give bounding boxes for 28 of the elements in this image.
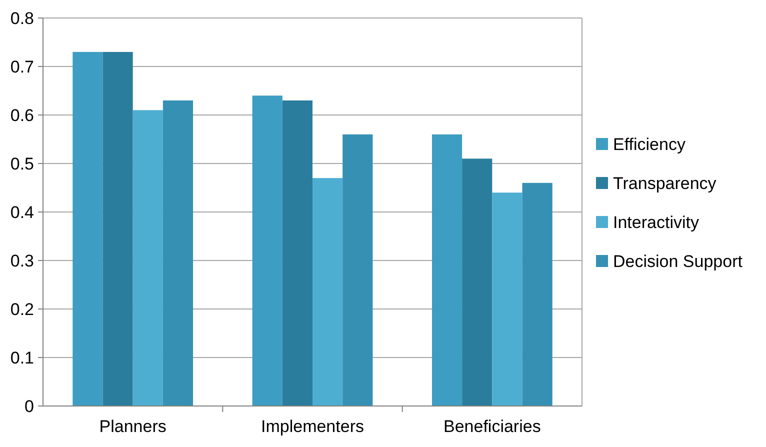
y-tick-label: 0.3 <box>10 251 34 270</box>
x-tick-label: Implementers <box>261 417 364 436</box>
bar <box>102 52 133 406</box>
y-tick-label: 0.7 <box>10 57 34 76</box>
bar <box>522 182 552 406</box>
bar <box>282 100 312 406</box>
y-tick-label: 0 <box>24 396 34 416</box>
y-tick-label: 0.1 <box>10 348 34 368</box>
legend-label: Efficiency <box>613 134 686 154</box>
bar <box>432 134 462 406</box>
bar <box>252 96 282 406</box>
y-tick-label: 0.6 <box>10 106 34 125</box>
legend-label: Decision Support <box>613 252 743 271</box>
y-tick-label: 0.5 <box>10 154 34 174</box>
bar <box>132 110 163 406</box>
y-tick-label: 0.8 <box>10 8 34 28</box>
x-tick-label: Planners <box>99 417 166 436</box>
bar <box>162 100 194 406</box>
y-tick-label: 0.4 <box>10 202 34 222</box>
bar <box>342 134 373 406</box>
bar <box>72 52 103 406</box>
y-tick-label: 0.2 <box>10 300 34 319</box>
x-tick-label: Beneficiaries <box>444 417 541 436</box>
bar <box>312 178 343 406</box>
legend-label: Interactivity <box>613 212 700 232</box>
legend-label: Transparency <box>613 174 717 193</box>
bar <box>462 158 492 406</box>
bar <box>492 192 522 406</box>
